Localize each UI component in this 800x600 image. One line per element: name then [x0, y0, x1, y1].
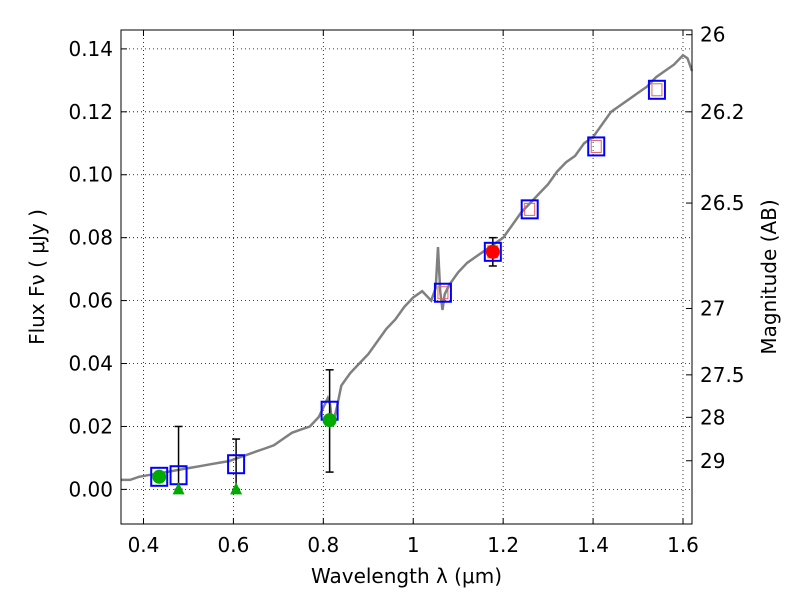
model-band-square — [520, 199, 539, 220]
y-axis-label: Flux Fν ( μJy ) — [25, 209, 49, 345]
detection-point — [322, 413, 337, 428]
plot-frame — [120, 29, 693, 525]
model-band-square — [150, 466, 169, 487]
x-tick-label: 1.6 — [667, 533, 699, 557]
detection-point — [152, 469, 167, 484]
y-tick-label: 0.02 — [68, 414, 113, 438]
y2-tick-label: 27.5 — [700, 363, 745, 387]
ticks: 0.4 0.6 0.8 1 1.2 1.4 1.6 0.00 0.02 0.04 0.06 0.08 0… — [68, 23, 744, 557]
detection-point — [485, 244, 500, 259]
y-tick-label: 0.04 — [68, 352, 113, 376]
x-axis-label: Wavelength λ (μm) — [311, 564, 502, 588]
model-band-square — [587, 136, 606, 157]
x-tick-label: 0.4 — [128, 533, 160, 557]
y2-tick-label: 28 — [700, 405, 725, 429]
model-sed-line — [121, 53, 694, 482]
model-band-inner-square — [437, 286, 449, 300]
y-tick-label: 0.06 — [68, 289, 113, 313]
model-band-inner-square — [524, 202, 536, 216]
x-tick-label: 0.6 — [217, 533, 249, 557]
y-tick-label: 0.08 — [68, 226, 113, 250]
y-tick-label: 0.00 — [68, 477, 113, 501]
model-band-square — [433, 282, 452, 303]
y-tick-label: 0.12 — [68, 100, 113, 124]
x-tick-label: 0.8 — [307, 533, 339, 557]
upper-limit-triangle — [230, 482, 243, 495]
x-tick-label: 1.2 — [487, 533, 519, 557]
y2-tick-label: 27 — [700, 296, 725, 320]
x-tick-label: 1 — [407, 533, 420, 557]
model-band-inner-square — [590, 139, 602, 153]
model-sed-curve-layer — [121, 53, 694, 482]
model-band-inner-square — [651, 83, 663, 97]
grid — [121, 30, 692, 524]
y2-axis-label: Magnitude (AB) — [757, 199, 781, 354]
y2-tick-label: 29 — [700, 449, 725, 473]
y-tick-label: 0.10 — [68, 163, 113, 187]
y2-tick-label: 26.5 — [700, 191, 745, 215]
markers — [150, 79, 666, 495]
y-tick-label: 0.14 — [68, 37, 113, 61]
y2-tick-label: 26.2 — [700, 100, 745, 124]
upper-limit-triangle — [172, 482, 185, 495]
model-band-square — [647, 79, 666, 100]
y2-tick-label: 26 — [700, 23, 725, 47]
x-tick-label: 1.4 — [577, 533, 609, 557]
model-band-square — [227, 454, 246, 475]
model-band-square — [483, 241, 502, 262]
